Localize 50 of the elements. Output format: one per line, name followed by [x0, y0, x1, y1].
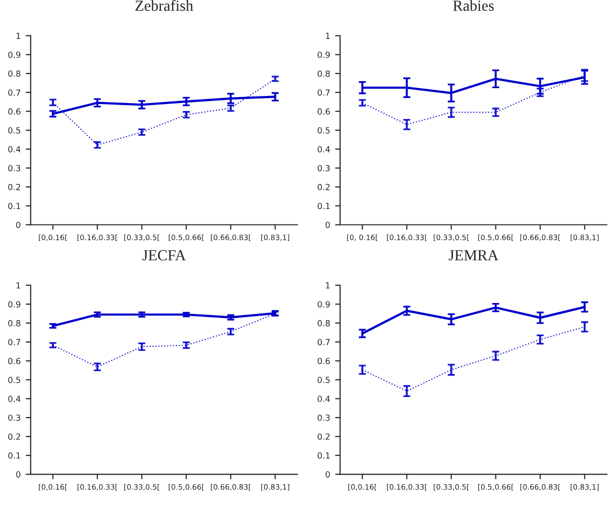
chart-title: JEMRA — [448, 250, 498, 260]
y-tick-label: 1 — [326, 32, 330, 39]
y-tick-label: 0.8 — [318, 320, 330, 326]
y-tick-label: 0.4 — [8, 396, 20, 402]
y-tick-label: 0.1 — [8, 202, 20, 210]
y-tick-label: 0.6 — [8, 358, 20, 364]
y-tick-label: 0 — [16, 222, 20, 228]
y-tick-label: 0.6 — [318, 358, 330, 364]
y-tick-label: 0.2 — [8, 184, 20, 190]
y-tick-label: 0.3 — [318, 165, 330, 172]
y-tick-label: 0.4 — [318, 146, 330, 152]
y-tick-label: 0.9 — [8, 301, 20, 308]
y-tick-label: 0.3 — [318, 414, 330, 421]
y-tick-label: 0.6 — [8, 108, 20, 115]
y-tick-label: 0.8 — [318, 70, 330, 77]
y-tick-label: 0.3 — [8, 165, 20, 172]
y-tick-label: 0.1 — [8, 452, 20, 459]
y-tick-label: 0.4 — [8, 146, 20, 152]
line-series — [362, 326, 586, 392]
y-tick-label: 1 — [16, 282, 20, 288]
y-tick-label: 0.5 — [8, 376, 20, 384]
y-tick-label: 0.8 — [8, 70, 20, 77]
y-tick-label: 0.7 — [8, 338, 20, 346]
y-tick-label: 0.8 — [8, 320, 20, 326]
chart-title: JECFA — [142, 250, 186, 260]
y-tick-label: 0.7 — [318, 89, 330, 96]
y-tick-label: 0.1 — [318, 202, 330, 210]
y-tick-label: 0.9 — [318, 301, 330, 308]
y-tick-label: 0.1 — [318, 452, 330, 459]
y-tick-label: 0.7 — [318, 338, 330, 346]
y-tick-label: 0.3 — [8, 414, 20, 421]
y-tick-label: 1 — [16, 32, 20, 39]
line-series — [361, 306, 586, 335]
y-tick-label: 0.4 — [318, 396, 330, 402]
y-tick-label: 0.6 — [318, 108, 330, 115]
y-tick-label: 0.2 — [318, 433, 330, 440]
chart-title: Rabies — [453, 0, 494, 11]
y-tick-label: 0.7 — [8, 89, 20, 96]
y-tick-label: 0 — [326, 471, 330, 478]
y-tick-label: 0 — [16, 471, 20, 478]
y-tick-label: 0.5 — [8, 127, 20, 134]
y-tick-label: 0.2 — [318, 184, 330, 190]
y-tick-label: 0.5 — [318, 127, 330, 134]
chart-title: Zebrafish — [135, 0, 194, 11]
y-tick-label: 0.9 — [318, 52, 330, 58]
y-tick-label: 0.2 — [8, 433, 20, 440]
y-tick-label: 1 — [326, 282, 330, 288]
y-tick-label: 0 — [326, 222, 330, 228]
y-tick-label: 0.9 — [8, 52, 20, 58]
y-tick-label: 0.5 — [318, 376, 330, 384]
